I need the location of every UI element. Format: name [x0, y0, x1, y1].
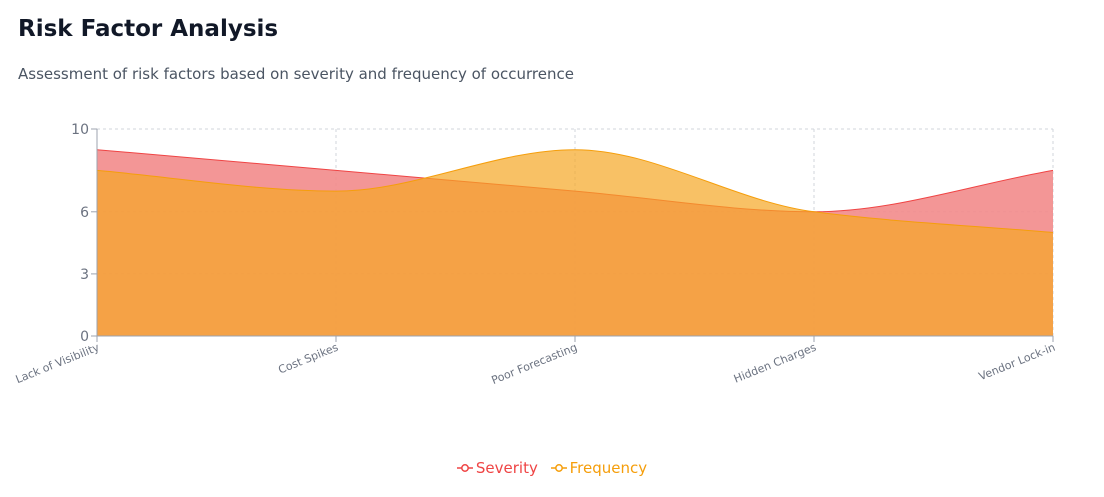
page-subtitle: Assessment of risk factors based on seve…	[18, 65, 574, 83]
line-frequency	[96, 149, 1054, 233]
x-tick-label: Poor Forecasting	[490, 341, 580, 387]
legend-item-frequency[interactable]: Frequency	[550, 459, 648, 477]
x-tick-label: Lack of Visibility	[14, 341, 102, 387]
y-tick-label: 6	[80, 205, 89, 221]
y-tick-label: 3	[80, 267, 89, 283]
legend-dot-frequency	[554, 464, 563, 472]
x-tick-label: Vendor Lock-in	[977, 341, 1057, 383]
y-tick-label: 0	[80, 329, 89, 345]
legend-marker-severity	[456, 464, 473, 472]
legend-label-severity: Severity	[475, 459, 538, 477]
legend-item-severity[interactable]: Severity	[456, 459, 538, 477]
legend: Severity Frequency	[0, 459, 1104, 477]
area-chart: 0 3 6 10 Lack of Visibility Cost Spikes Poor F…	[14, 122, 1057, 387]
area-frequency	[97, 149, 1053, 336]
series-frequency	[96, 149, 1054, 336]
x-tick-label: Cost Spikes	[276, 341, 340, 377]
legend-marker-frequency	[550, 464, 567, 472]
legend-dot-severity	[460, 464, 469, 472]
page-title: Risk Factor Analysis	[18, 16, 279, 42]
x-tick-label: Hidden Charges	[732, 341, 818, 386]
legend-label-frequency: Frequency	[569, 459, 648, 477]
y-tick-label: 10	[71, 122, 89, 138]
